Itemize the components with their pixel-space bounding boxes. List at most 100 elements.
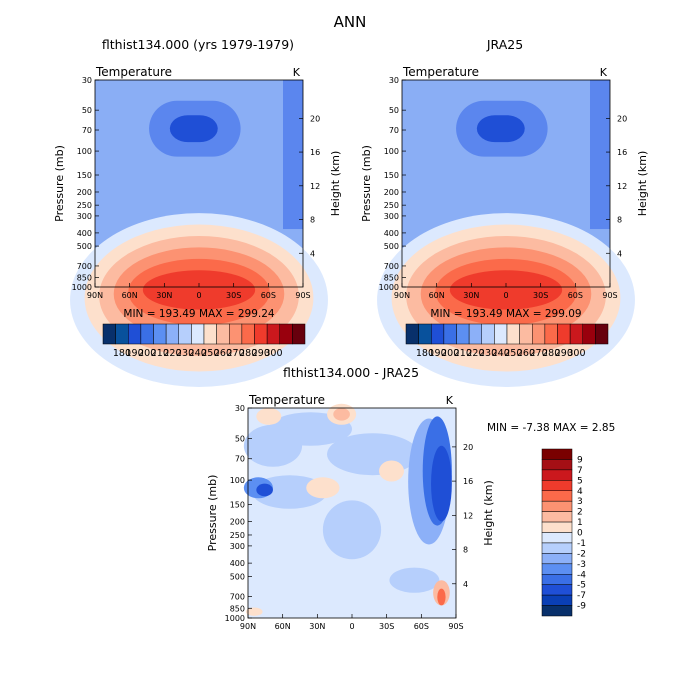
colorbar-swatch: [541, 511, 573, 523]
colorbar-label: 0: [577, 529, 583, 539]
chart-reanalysis-temperature: JRA25 Temperature K 90N 60N 30N 0 30S 60S 90S 30 50…: [360, 37, 649, 387]
colorbar-swatch: [254, 323, 268, 345]
min-max-stats: MIN = 193.49 MAX = 299.09: [430, 308, 581, 320]
colorbar-swatch: [506, 323, 520, 345]
colorbar-swatch: [541, 500, 573, 512]
y-tick-label: 250: [384, 201, 399, 210]
units-label: K: [600, 66, 608, 79]
colorbar-label: 250: [504, 348, 522, 359]
colorbar-swatch: [153, 323, 167, 345]
cold-core-inner: [169, 115, 218, 143]
difference-contour-region: [256, 408, 282, 425]
colorbar-swatch: [519, 323, 533, 345]
colorbar-label: 290: [555, 348, 573, 359]
colorbar-label: 190: [125, 348, 143, 359]
units-label: K: [293, 66, 301, 79]
colorbar-swatch: [494, 323, 508, 345]
x-tick-label: 30S: [533, 291, 548, 300]
y-tick-label: 400: [77, 229, 92, 238]
x-tick-label: 30S: [226, 291, 241, 300]
x-tick-label: 60S: [261, 291, 276, 300]
colorbar-label: 230: [479, 348, 497, 359]
colorbar-label: -3: [577, 560, 586, 570]
colorbar-swatch: [541, 584, 573, 596]
colorbar-swatch: [443, 323, 457, 345]
colorbar-swatch: [544, 323, 558, 345]
chart-difference-temperature: flthist134.000 - JRA25 Temperature K 90N 60N…: [206, 365, 615, 631]
colorbar-swatch: [541, 553, 573, 565]
x-tick-label: 60N: [275, 622, 291, 631]
difference-contour-region: [431, 445, 452, 522]
colorbar-swatch: [279, 323, 293, 345]
difference-contour-region: [437, 588, 446, 606]
colorbar-swatch: [140, 323, 154, 345]
colorbar-label: 240: [189, 348, 207, 359]
colorbar-swatch: [216, 323, 230, 345]
y2-tick-label: 16: [310, 148, 320, 157]
difference-contour-region: [256, 483, 273, 497]
colorbar-swatch: [178, 323, 192, 345]
y-tick-label: 1000: [379, 283, 399, 292]
y2-tick-label: 4: [310, 249, 315, 258]
y-tick-label: 100: [230, 476, 245, 485]
y2-tick-label: 8: [310, 216, 315, 225]
colorbar-swatch: [532, 323, 546, 345]
y-tick-label: 30: [389, 76, 399, 85]
y-tick-label: 200: [384, 188, 399, 197]
colorbar-label: 260: [517, 348, 535, 359]
colorbar-swatch: [541, 521, 573, 533]
y-tick-label: 150: [77, 171, 92, 180]
y-tick-label: 850: [384, 273, 399, 282]
colorbar-label: 7: [577, 466, 583, 476]
colorbar-swatch: [292, 323, 306, 345]
x-tick-label: 0: [503, 291, 508, 300]
x-tick-label: 90N: [394, 291, 410, 300]
y-tick-label: 700: [77, 262, 92, 271]
y-tick-label: 50: [235, 435, 245, 444]
colorbar-swatch: [541, 490, 573, 502]
y-tick-label: 70: [235, 455, 245, 464]
difference-contour-region: [379, 460, 404, 482]
variable-label: Temperature: [248, 393, 325, 407]
colorbar-swatch: [128, 323, 142, 345]
colorbar-label: 180: [416, 348, 434, 359]
y-tick-label: 300: [77, 212, 92, 221]
field-polar-band: [283, 80, 303, 230]
colorbar-swatch: [582, 323, 596, 345]
colorbar-swatch: [541, 542, 573, 554]
colorbar-swatch: [165, 323, 179, 345]
y-axis-label: Pressure (mb): [206, 475, 219, 552]
y-tick-label: 30: [82, 76, 92, 85]
y-tick-label: 850: [77, 273, 92, 282]
colorbar-label: 210: [454, 348, 472, 359]
colorbar-label: -5: [577, 581, 586, 591]
y2-tick-label: 8: [463, 546, 468, 555]
difference-contour-region: [243, 424, 303, 467]
colorbar-swatch: [541, 448, 573, 460]
y-tick-label: 300: [384, 212, 399, 221]
difference-contour-region: [389, 567, 440, 593]
y-tick-label: 50: [389, 106, 399, 115]
colorbar-label: 5: [577, 476, 583, 486]
panel-title: flthist134.000 - JRA25: [283, 365, 419, 380]
x-tick-label: 60N: [122, 291, 138, 300]
warm-contour-band: [142, 270, 256, 310]
colorbar-label: 190: [428, 348, 446, 359]
y-tick-label: 70: [82, 126, 92, 135]
colorbar-swatch: [541, 459, 573, 471]
colorbar-label: 280: [239, 348, 257, 359]
x-tick-label: 90S: [602, 291, 617, 300]
colorbar-swatch: [541, 563, 573, 575]
colorbar-label: 270: [529, 348, 547, 359]
colorbar-label: 220: [163, 348, 181, 359]
units-label: K: [446, 394, 454, 407]
colorbar-label: -9: [577, 602, 586, 612]
colorbar-swatch: [229, 323, 243, 345]
y-tick-label: 1000: [225, 614, 245, 623]
colorbar-swatch: [418, 323, 432, 345]
x-tick-label: 90S: [448, 622, 463, 631]
colorbar-label: -4: [577, 570, 586, 580]
min-max-stats: MIN = -7.38 MAX = 2.85: [487, 422, 615, 434]
y-tick-label: 500: [384, 242, 399, 251]
